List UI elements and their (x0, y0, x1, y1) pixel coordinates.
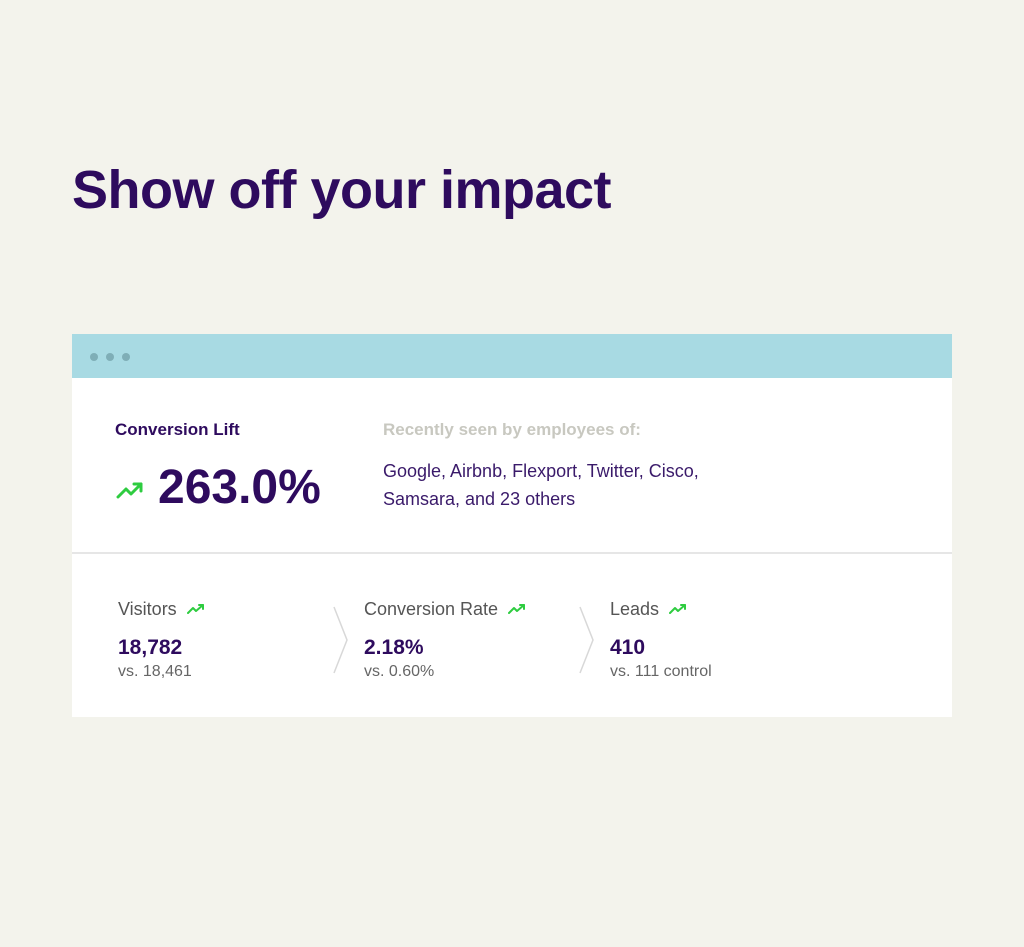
conversion-lift-value: 263.0% (158, 460, 321, 516)
stats-window: Conversion Lift 263.0% Recently seen by … (72, 334, 952, 717)
chevron-right-icon (333, 606, 349, 674)
metric-value: 2.18% (364, 636, 526, 660)
window-dot-icon (122, 353, 130, 361)
trending-up-icon (508, 603, 526, 615)
window-dot-icon (106, 353, 114, 361)
metric-value: 410 (610, 636, 712, 660)
trending-up-icon (669, 603, 687, 615)
metric-label: Leads (610, 599, 659, 620)
chevron-right-icon (579, 606, 595, 674)
metric-comparison: vs. 18,461 (118, 662, 205, 682)
metrics-row: Visitors 18,782 vs. 18,461 Conversion Ra… (72, 554, 952, 717)
metric-conversion-rate: Conversion Rate 2.18% vs. 0.60% (364, 598, 526, 682)
metric-leads: Leads 410 vs. 111 control (610, 598, 712, 682)
page-headline: Show off your impact (72, 158, 611, 222)
metric-label: Conversion Rate (364, 599, 498, 620)
recently-seen-companies: Google, Airbnb, Flexport, Twitter, Cisco… (383, 457, 743, 513)
metric-comparison: vs. 111 control (610, 662, 712, 682)
metric-value: 18,782 (118, 636, 205, 660)
window-dot-icon (90, 353, 98, 361)
metric-label: Visitors (118, 599, 177, 620)
recently-seen-label: Recently seen by employees of: (383, 420, 641, 440)
conversion-lift-label: Conversion Lift (115, 420, 240, 440)
trending-up-icon (116, 480, 144, 500)
metric-visitors: Visitors 18,782 vs. 18,461 (118, 598, 205, 682)
window-titlebar (72, 334, 952, 378)
trending-up-icon (187, 603, 205, 615)
summary-section: Conversion Lift 263.0% Recently seen by … (72, 378, 952, 554)
window-controls (90, 353, 130, 361)
metric-comparison: vs. 0.60% (364, 662, 526, 682)
